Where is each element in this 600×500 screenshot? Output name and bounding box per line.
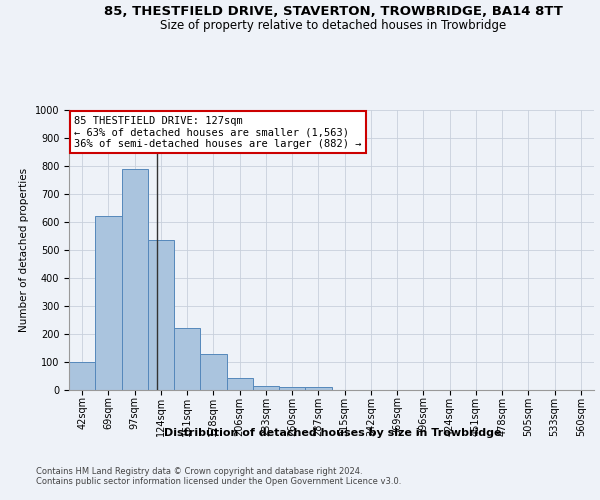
Text: 85 THESTFIELD DRIVE: 127sqm
← 63% of detached houses are smaller (1,563)
36% of : 85 THESTFIELD DRIVE: 127sqm ← 63% of det…	[74, 116, 362, 149]
Text: Size of property relative to detached houses in Trowbridge: Size of property relative to detached ho…	[160, 18, 506, 32]
Text: Contains public sector information licensed under the Open Government Licence v3: Contains public sector information licen…	[36, 477, 401, 486]
Bar	[305, 387, 331, 390]
Bar	[69, 362, 95, 390]
Bar	[148, 240, 174, 390]
Bar	[200, 354, 227, 390]
Bar	[279, 387, 305, 390]
Bar	[121, 169, 148, 390]
Y-axis label: Number of detached properties: Number of detached properties	[19, 168, 29, 332]
Text: Contains HM Land Registry data © Crown copyright and database right 2024.: Contains HM Land Registry data © Crown c…	[36, 467, 362, 476]
Text: 85, THESTFIELD DRIVE, STAVERTON, TROWBRIDGE, BA14 8TT: 85, THESTFIELD DRIVE, STAVERTON, TROWBRI…	[104, 5, 562, 18]
Text: Distribution of detached houses by size in Trowbridge: Distribution of detached houses by size …	[164, 428, 502, 438]
Bar	[253, 386, 279, 390]
Bar	[95, 216, 121, 390]
Bar	[174, 328, 200, 390]
Bar	[227, 378, 253, 390]
